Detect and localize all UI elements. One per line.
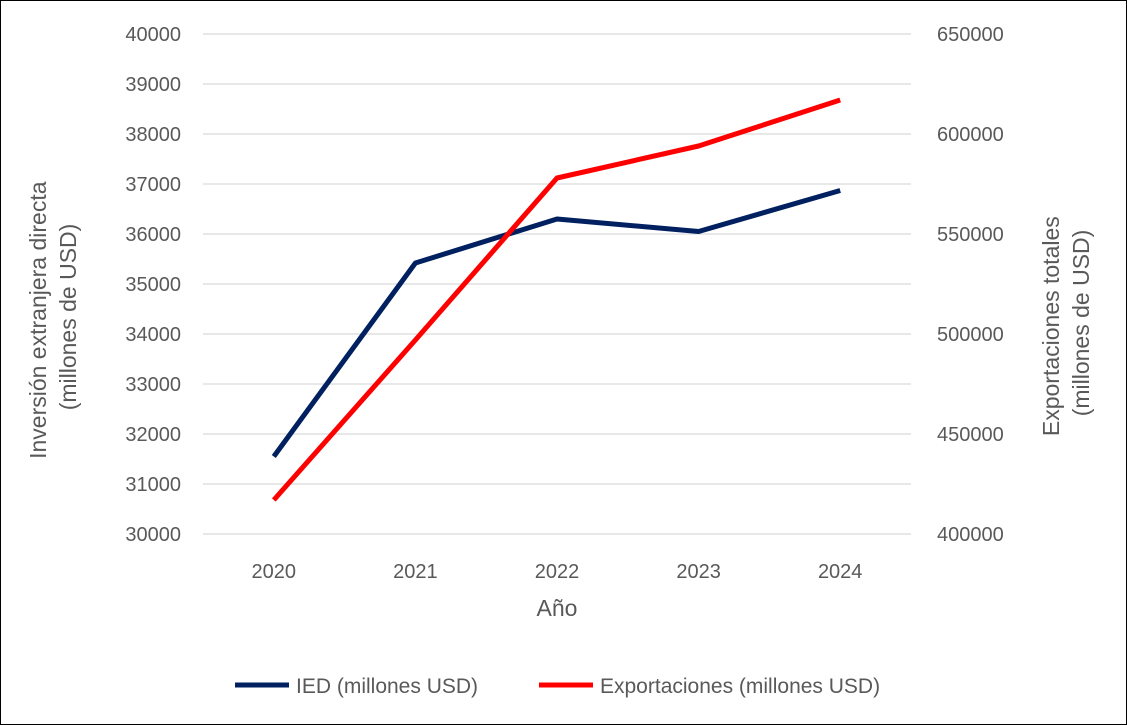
legend-label-exportaciones: Exportaciones (millones USD) — [600, 675, 880, 698]
right-tick-label-3: 550000 — [937, 224, 1004, 246]
left-tick-label-3: 33000 — [125, 374, 181, 396]
left-axis-ticks: 30000 31000 32000 33000 34000 35000 36000 37000… — [125, 24, 181, 546]
x-tick-label-2: 2022 — [535, 561, 580, 583]
legend: IED (millones USD) Exportaciones (millon… — [235, 675, 880, 698]
gridlines — [203, 33, 911, 535]
right-tick-label-5: 650000 — [937, 24, 1004, 46]
x-axis-ticks: 2020 2021 2022 2023 2024 — [252, 561, 863, 583]
x-tick-label-4: 2024 — [818, 561, 863, 583]
left-tick-label-6: 36000 — [125, 224, 181, 246]
right-axis-title-line-2: (millones de USD) — [1068, 230, 1094, 417]
left-tick-label-0: 30000 — [125, 524, 181, 546]
x-axis-title: Año — [537, 595, 578, 621]
left-tick-label-4: 34000 — [125, 324, 181, 346]
left-tick-label-10: 40000 — [125, 24, 181, 46]
x-tick-label-1: 2021 — [393, 561, 438, 583]
left-axis-title: Inversión extranjera directa (millones d… — [25, 175, 81, 459]
right-tick-label-0: 400000 — [937, 524, 1004, 546]
legend-label-ied: IED (millones USD) — [296, 675, 478, 698]
right-axis-ticks: 400000 450000 500000 550000 600000 650000 — [937, 24, 1004, 546]
left-tick-label-9: 39000 — [125, 74, 181, 96]
right-tick-label-2: 500000 — [937, 324, 1004, 346]
left-axis-title-line-1: Inversión extranjera directa — [25, 181, 51, 459]
right-axis-title: Exportaciones totales (millones de USD) — [1038, 210, 1094, 436]
left-tick-label-8: 38000 — [125, 124, 181, 146]
right-tick-label-1: 450000 — [937, 424, 1004, 446]
x-tick-label-3: 2023 — [676, 561, 721, 583]
series-line-1 — [271, 97, 841, 502]
left-tick-label-5: 35000 — [125, 274, 181, 296]
right-axis-title-line-1: Exportaciones totales — [1038, 216, 1064, 436]
left-tick-label-1: 31000 — [125, 474, 181, 496]
left-axis-title-line-2: (millones de USD) — [55, 224, 81, 411]
right-tick-label-4: 600000 — [937, 124, 1004, 146]
x-tick-label-0: 2020 — [252, 561, 297, 583]
left-tick-label-7: 37000 — [125, 174, 181, 196]
left-tick-label-2: 32000 — [125, 424, 181, 446]
series-lines — [271, 97, 841, 502]
series-line-0 — [271, 188, 841, 458]
